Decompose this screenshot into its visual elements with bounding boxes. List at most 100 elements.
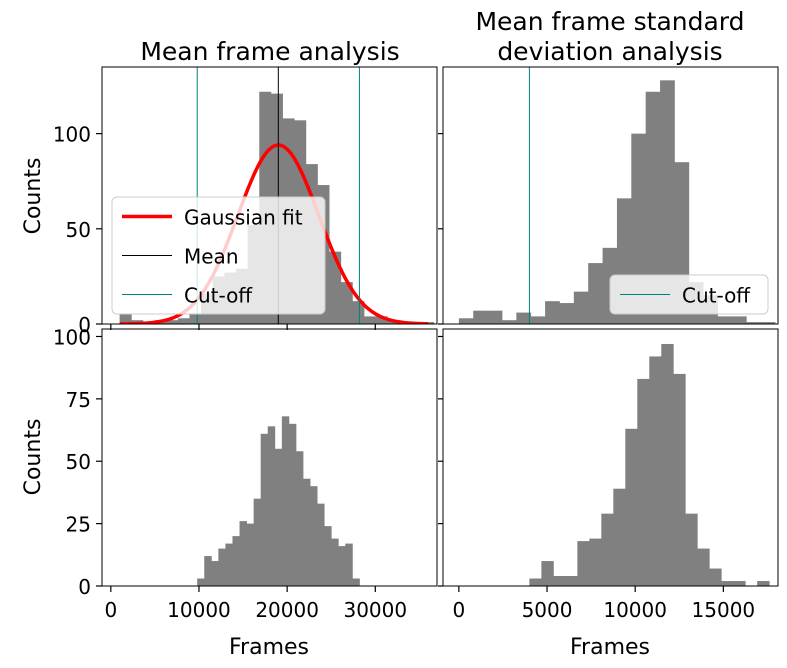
histogram-bar [274, 448, 283, 586]
legend: Gaussian fit Mean Cut-off [111, 196, 326, 315]
histogram-bar [577, 541, 590, 586]
x-tick-label: 0 [453, 598, 466, 622]
y-axis-label-top: Counts [21, 158, 46, 235]
histogram-bar [364, 316, 377, 324]
histogram-bar [260, 433, 269, 586]
histogram-bar [673, 373, 686, 586]
histogram-bar [246, 523, 255, 586]
x-tick-label: 10000 [167, 598, 231, 622]
y-tick-label: 100 [53, 123, 91, 147]
histogram-bar [119, 314, 132, 324]
histogram-bar [588, 263, 603, 324]
histogram-bar [553, 576, 566, 586]
histogram-bar [352, 301, 365, 324]
histogram-bar [760, 322, 776, 324]
histogram-bar [530, 316, 546, 324]
panel-top-right: Cut-off [442, 66, 779, 325]
histogram-bar [757, 581, 770, 586]
histogram-bar [613, 488, 626, 586]
legend: Cut-off [609, 274, 769, 315]
histogram-bar [685, 513, 698, 586]
axes-frame [101, 328, 438, 587]
histogram-bar [721, 581, 734, 586]
histogram-bar [324, 526, 332, 586]
histogram-bar [637, 378, 650, 586]
histogram-bar [340, 282, 353, 324]
x-tick-label: 5000 [522, 598, 573, 622]
histogram-bar [458, 318, 474, 324]
histogram-bar [746, 322, 762, 324]
legend-label: Gaussian fit [184, 206, 303, 230]
histogram-bar [541, 561, 554, 586]
histogram-bar [225, 543, 233, 586]
histogram-bar [573, 291, 589, 324]
histogram-bar [545, 301, 560, 324]
y-axis-label-bottom: Counts [21, 419, 46, 496]
panel-bottom-left: 0 10000 20000 30000 0 25 50 75 100 [53, 325, 443, 622]
axes-frame [101, 66, 438, 325]
x-tick-label: 15000 [692, 598, 756, 622]
y-tick-label: 75 [66, 388, 91, 412]
y-tick-label: 0 [78, 575, 91, 599]
histogram-bar [317, 503, 325, 586]
histogram-bar [601, 513, 614, 586]
histogram-bar [331, 538, 339, 586]
histogram-bar [649, 356, 662, 586]
plot-area [529, 343, 770, 586]
histogram-bar [211, 561, 219, 586]
histogram-bar [267, 426, 276, 586]
histogram-bar [232, 536, 240, 586]
histogram-bar [239, 521, 247, 586]
histogram-bar [501, 320, 517, 324]
x-tick-label: 0 [104, 598, 117, 622]
y-tick-label: 0 [78, 313, 91, 337]
histogram-bar [218, 548, 226, 586]
y-tick-label: 50 [66, 218, 91, 242]
histogram-bar [352, 578, 360, 586]
legend-label: Cut-off [682, 284, 751, 308]
title-top-right-line-2: deviation analysis [497, 37, 722, 66]
histogram-bar [338, 546, 346, 586]
histogram-bar [375, 316, 388, 324]
histogram-bar [645, 91, 661, 324]
panel-bottom-right: 0 5000 10000 15000 [442, 328, 779, 622]
x-axis-label-right: Frames [570, 635, 650, 660]
title-top-right-line-1: Mean frame standard [475, 7, 744, 36]
legend-box [111, 196, 326, 315]
histogram-bar [697, 548, 710, 586]
plot-area [197, 416, 360, 586]
histogram-bar [204, 556, 212, 586]
axes-frame [442, 328, 779, 587]
histogram-bar [345, 543, 353, 586]
histogram-bar [303, 478, 311, 586]
x-tick-label: 20000 [255, 598, 319, 622]
x-axis-label-left: Frames [229, 635, 309, 660]
legend-box [609, 274, 769, 315]
histogram-bar [329, 251, 342, 324]
histogram-bar [166, 320, 179, 324]
y-tick-label: 50 [66, 450, 91, 474]
histogram-bar [177, 318, 190, 324]
panel-top-left: 0 50 100 Gaussian fit Mean Cut-off [53, 66, 443, 337]
histogram-bar [295, 451, 304, 586]
histogram-bar [625, 428, 638, 586]
histogram-bar [529, 578, 542, 586]
histogram-bar [487, 310, 503, 324]
histogram-bar [189, 314, 202, 324]
y-tick-label: 25 [66, 513, 91, 537]
histogram-bar [473, 310, 489, 324]
gaussian-fit-curve [119, 143, 429, 324]
histogram-bar [731, 316, 747, 324]
title-top-left: Mean frame analysis [140, 37, 399, 66]
x-tick-label: 30000 [343, 598, 407, 622]
legend-label: Mean [184, 245, 239, 269]
histogram-bar [717, 316, 733, 324]
histogram-bar [709, 568, 722, 586]
histogram-bar [589, 538, 602, 586]
histogram-bar [288, 423, 297, 586]
x-tick-label: 10000 [603, 598, 667, 622]
histogram-bar [281, 416, 290, 586]
histogram-bar [559, 303, 575, 324]
y-tick-label: 100 [53, 325, 91, 349]
